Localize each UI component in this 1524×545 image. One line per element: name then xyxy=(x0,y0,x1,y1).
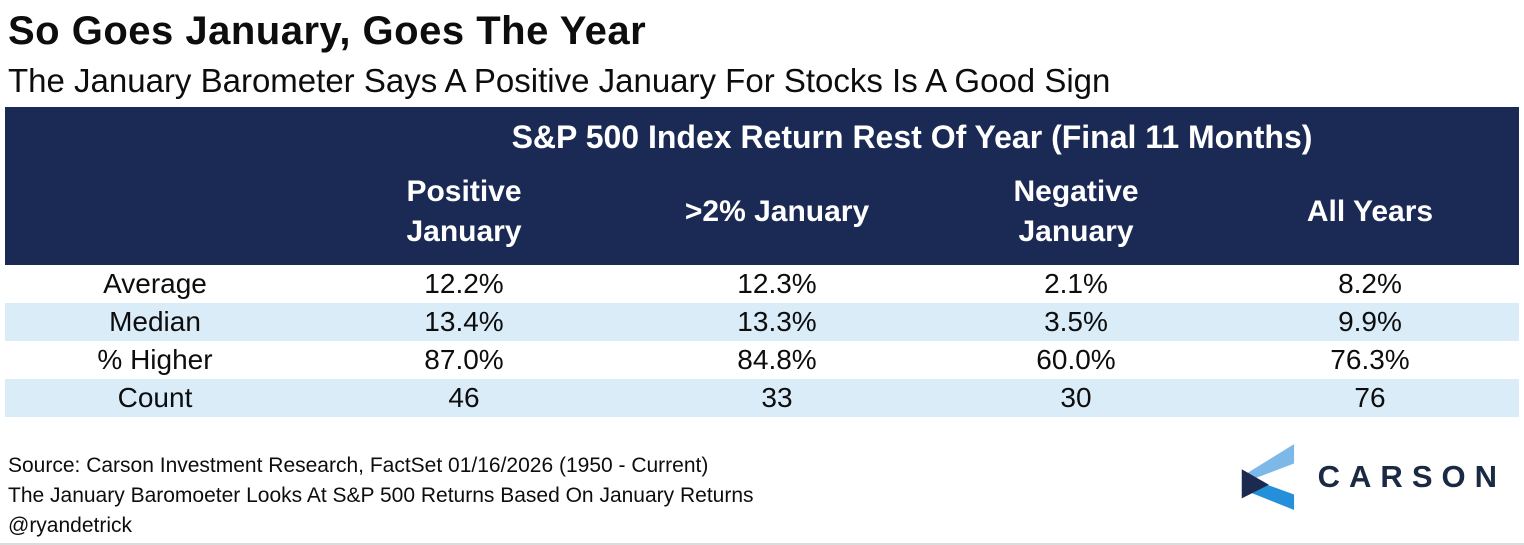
column-header-negative-january: Negative January xyxy=(931,159,1221,265)
column-header-label: >2% January xyxy=(684,195,870,228)
cell-median-all: 9.9% xyxy=(1221,303,1519,341)
column-header-label: All Years xyxy=(1306,195,1434,228)
row-label-pct-higher: % Higher xyxy=(5,341,305,379)
row-label-column-header xyxy=(5,159,305,265)
carson-wordmark: CARSON xyxy=(1317,459,1506,494)
source-line: Source: Carson Investment Research, Fact… xyxy=(8,454,709,477)
column-header-positive-january: Positive January xyxy=(305,159,623,265)
cell-median-positive: 13.4% xyxy=(305,303,623,341)
cell-count-negative: 30 xyxy=(931,379,1221,417)
column-header-label: Positive January xyxy=(406,175,522,248)
footer-notes: Source: Carson Investment Research, Fact… xyxy=(8,451,754,541)
row-label-median: Median xyxy=(5,303,305,341)
cell-count-positive: 46 xyxy=(305,379,623,417)
row-label-count: Count xyxy=(5,379,305,417)
cell-count-all: 76 xyxy=(1221,379,1519,417)
column-header-all-years: All Years xyxy=(1221,159,1519,265)
cell-median-gt2pct: 13.3% xyxy=(623,303,931,341)
table-header-corner xyxy=(5,107,305,159)
barometer-table: S&P 500 Index Return Rest Of Year (Final… xyxy=(5,107,1519,417)
page-title: So Goes January, Goes The Year xyxy=(8,9,647,53)
note-line: The January Baromoeter Looks At S&P 500 … xyxy=(8,484,754,507)
cell-pcthigher-all: 76.3% xyxy=(1221,341,1519,379)
carson-logo: CARSON xyxy=(1234,444,1506,510)
cell-count-gt2pct: 33 xyxy=(623,379,931,417)
cell-pcthigher-gt2pct: 84.8% xyxy=(623,341,931,379)
twitter-handle: @ryandetrick xyxy=(8,514,133,537)
row-label-average: Average xyxy=(5,265,305,303)
cell-average-gt2pct: 12.3% xyxy=(623,265,931,303)
cell-median-negative: 3.5% xyxy=(931,303,1221,341)
cell-average-positive: 12.2% xyxy=(305,265,623,303)
page-subtitle: The January Barometer Says A Positive Ja… xyxy=(8,62,1111,99)
cell-average-all: 8.2% xyxy=(1221,265,1519,303)
cell-average-negative: 2.1% xyxy=(931,265,1221,303)
carson-logo-icon xyxy=(1241,444,1294,510)
column-header-label: Negative January xyxy=(1013,175,1139,248)
cell-pcthigher-negative: 60.0% xyxy=(931,341,1221,379)
column-header-gt2pct-january: >2% January xyxy=(623,159,931,265)
table-header-title: S&P 500 Index Return Rest Of Year (Final… xyxy=(305,107,1519,159)
cell-pcthigher-positive: 87.0% xyxy=(305,341,623,379)
